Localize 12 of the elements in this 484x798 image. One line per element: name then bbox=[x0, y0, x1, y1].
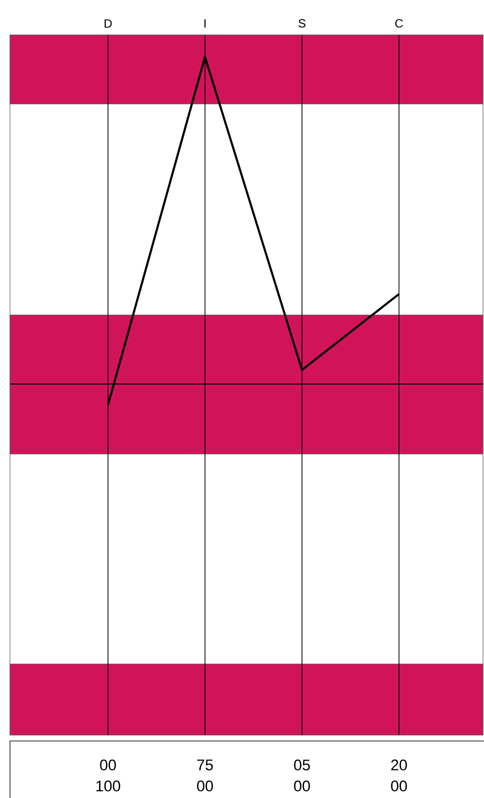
text: 75 bbox=[197, 760, 213, 770]
text: 20 bbox=[391, 760, 407, 770]
text: 05 bbox=[294, 760, 310, 770]
x-tick-label: D bbox=[104, 19, 112, 28]
text: 00 bbox=[197, 780, 213, 792]
text: 00 bbox=[391, 780, 407, 792]
text: 00 bbox=[294, 780, 310, 792]
text: 100 bbox=[96, 780, 120, 792]
x-tick-label: C bbox=[395, 19, 403, 28]
x-tick-label: I bbox=[204, 19, 206, 28]
text: 00 bbox=[100, 760, 116, 770]
x-tick-label: S bbox=[298, 19, 306, 28]
